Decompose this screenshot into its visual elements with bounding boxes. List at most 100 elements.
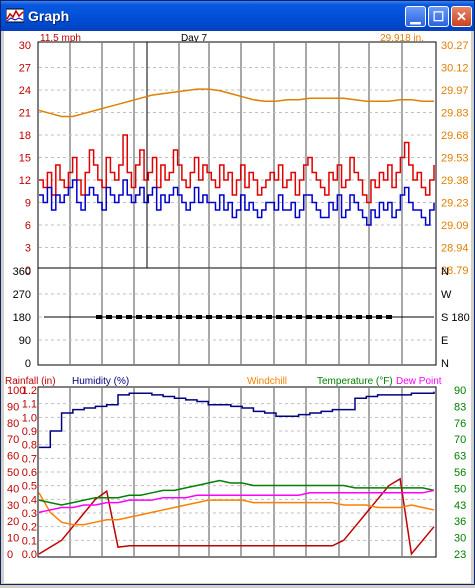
humidity-tick-label: 50 [7,467,19,479]
direction-degree-tick: 270 [13,289,31,301]
rainfall-tick-label: 0.7 [22,453,37,465]
rainfall-tick-label: 0.0 [22,549,37,561]
humidity-tick-label: 100 [7,385,25,397]
humidity-tick-label: 0 [7,549,13,561]
rainfall-tick-label: 0.3 [22,508,37,520]
wind-average-line [39,179,435,226]
wind-tick-label: 6 [25,220,31,232]
pressure-axis: 30.27 30.12 29.97 29.83 29.68 29.53 29.38 29.23… [441,40,469,277]
direction-degrees-axis: 360 270 180 90 0 [13,266,31,370]
direction-point [166,315,172,319]
wind-speed-line [39,134,435,204]
direction-point [126,315,132,319]
direction-point [336,315,342,319]
direction-point [96,315,102,319]
temperature-axis: 90 83 76 70 63 56 50 43 36 30 23 [454,385,466,561]
direction-point [316,315,322,319]
legend-humidity: Humidity (%) [72,376,129,387]
humidity-line [39,391,435,449]
temperature-tick-label: 76 [454,418,466,430]
wind-tick-label: 15 [19,153,31,165]
rainfall-tick-label: 0.1 [22,535,37,547]
rainfall-tick-label: 1.2 [22,385,37,397]
temperature-tick-label: 23 [454,549,466,561]
close-icon: ✕ [456,9,467,24]
direction-degree-tick: 90 [19,335,31,347]
app-icon [6,8,24,23]
minimize-icon: ▁ [410,9,421,24]
wind-tick-label: 30 [19,40,31,52]
pressure-tick-label: 29.09 [441,220,469,232]
top-plot-area[interactable] [37,41,437,272]
graph-client-area: 11.5 mph Day 7 29.918 in. 30 27 24 21 18 15 12… [4,31,471,583]
legend-dewpoint: Dew Point [396,376,442,387]
humidity-tick-label: 30 [7,500,19,512]
direction-point [156,315,162,319]
wind-tick-label: 21 [19,108,31,120]
direction-point [256,315,262,319]
direction-point [136,315,142,319]
legend-temperature: Temperature (°F) [317,376,393,387]
pressure-tick-label: 29.97 [441,85,469,97]
close-button[interactable]: ✕ [451,6,472,27]
pressure-tick-label: 28.94 [441,243,469,255]
direction-point [186,315,192,319]
temperature-tick-label: 30 [454,533,466,545]
temperature-tick-label: 70 [454,434,466,446]
temperature-line [38,479,435,506]
humidity-tick-label: 40 [7,483,19,495]
direction-point [206,315,212,319]
direction-point [356,315,362,319]
wind-tick-label: 12 [19,175,31,187]
wind-tick-label: 27 [19,63,31,75]
direction-point [306,315,312,319]
pressure-tick-label: 29.38 [441,175,469,187]
humidity-tick-label: 90 [7,401,19,413]
direction-series [44,315,434,319]
humidity-tick-label: 10 [7,533,19,545]
humidity-tick-label: 60 [7,451,19,463]
direction-point [386,315,392,319]
rainfall-tick-label: 0.4 [22,494,37,506]
direction-point [326,315,332,319]
pressure-tick-label: 30.27 [441,40,469,52]
humidity-tick-label: 20 [7,516,19,528]
dewpoint-line [38,489,435,514]
minimize-button[interactable]: ▁ [405,6,426,27]
humidity-temperature-panel: Rainfall (in) Humidity (%) Windchill Tem… [5,376,466,561]
rainfall-axis: 1.2 1.11.0 0.9 0.80.7 0.6 0.50.4 0.3 0.20.1 0.0 [22,385,37,561]
direction-compass-tick: W [441,289,452,301]
humidity-tick-label: 70 [7,434,19,446]
title-bar[interactable]: Graph ▁ ☐ ✕ [1,1,474,31]
direction-degree-tick: 0 [25,358,31,370]
direction-point [196,315,202,319]
temperature-tick-label: 56 [454,467,466,479]
pressure-tick-label: 29.23 [441,198,469,210]
direction-point [286,315,292,319]
weather-graph[interactable]: 11.5 mph Day 7 29.918 in. 30272421181512… [4,31,471,583]
direction-compass-tick: N [441,266,449,278]
direction-point [226,315,232,319]
direction-point [216,315,222,319]
direction-point [276,315,282,319]
maximize-icon: ☐ [432,9,445,24]
bottom-grid [39,388,435,556]
maximize-button[interactable]: ☐ [428,6,449,27]
pressure-tick-label: 29.83 [441,108,469,120]
rainfall-tick-label: 0.8 [22,440,37,452]
rainfall-tick-label: 0.5 [22,481,37,493]
direction-point [146,315,152,319]
bottom-series [38,391,435,556]
rainfall-tick-label: 0.6 [22,467,37,479]
direction-point [266,315,272,319]
direction-degree-tick: 180 [13,312,31,324]
direction-point [236,315,242,319]
direction-compass-tick: E [441,335,448,347]
pressure-tick-label: 30.12 [441,63,469,75]
rainfall-tick-label: 1.1 [22,399,37,411]
current-wind-label: 11.5 mph [40,33,81,44]
current-pressure-label: 29.918 in. [380,33,424,44]
